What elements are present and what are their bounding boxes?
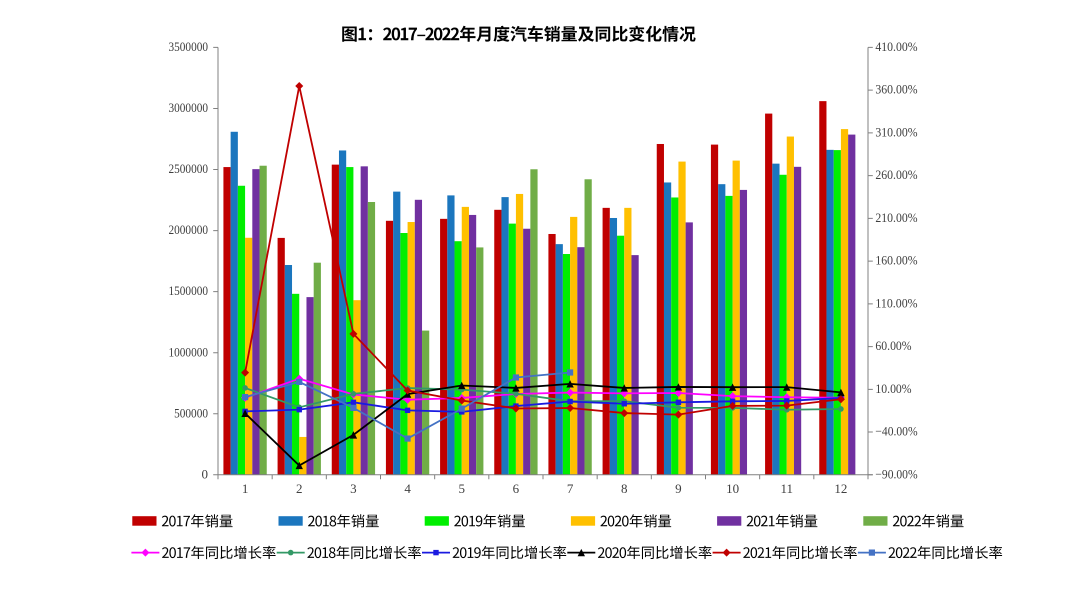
svg-text:60.00%: 60.00%: [875, 338, 911, 353]
svg-text:1500000: 1500000: [169, 283, 209, 298]
svg-text:2500000: 2500000: [169, 161, 209, 176]
svg-text:−90.00%: −90.00%: [875, 466, 917, 481]
svg-text:160.00%: 160.00%: [875, 253, 917, 268]
svg-text:7: 7: [567, 481, 574, 496]
svg-text:310.00%: 310.00%: [875, 124, 917, 139]
svg-text:110.00%: 110.00%: [875, 295, 917, 310]
svg-text:6: 6: [513, 481, 520, 496]
svg-text:5: 5: [459, 481, 466, 496]
svg-text:360.00%: 360.00%: [875, 82, 917, 97]
svg-text:210.00%: 210.00%: [875, 210, 917, 225]
svg-text:500000: 500000: [174, 405, 208, 420]
svg-text:4: 4: [404, 481, 411, 496]
svg-text:1: 1: [242, 481, 249, 496]
svg-text:260.00%: 260.00%: [875, 167, 917, 182]
svg-text:410.00%: 410.00%: [875, 39, 917, 54]
svg-text:2: 2: [296, 481, 303, 496]
svg-text:3000000: 3000000: [169, 100, 209, 115]
svg-text:10.00%: 10.00%: [875, 381, 911, 396]
svg-text:3: 3: [350, 481, 357, 496]
svg-text:0: 0: [202, 466, 209, 481]
svg-text:−40.00%: −40.00%: [875, 424, 917, 439]
svg-text:9: 9: [675, 481, 682, 496]
svg-text:1000000: 1000000: [169, 344, 209, 359]
svg-text:11: 11: [780, 481, 793, 496]
svg-text:12: 12: [834, 481, 847, 496]
svg-text:10: 10: [726, 481, 739, 496]
svg-text:3500000: 3500000: [169, 39, 209, 54]
svg-text:2000000: 2000000: [169, 222, 209, 237]
svg-text:8: 8: [621, 481, 628, 496]
